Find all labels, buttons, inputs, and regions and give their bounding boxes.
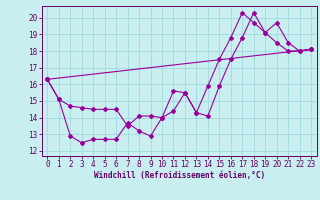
X-axis label: Windchill (Refroidissement éolien,°C): Windchill (Refroidissement éolien,°C) <box>94 171 265 180</box>
